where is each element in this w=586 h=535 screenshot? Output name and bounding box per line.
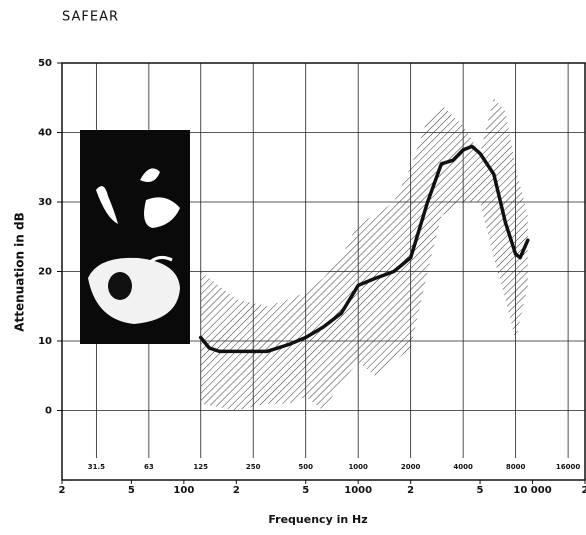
- y-tick-label: 30: [38, 197, 52, 208]
- octave-band-label: 4000: [453, 463, 473, 471]
- x-tick-label: 2: [59, 485, 66, 496]
- earplug-photo: [80, 130, 190, 344]
- octave-band-label: 125: [193, 463, 208, 471]
- y-tick-label: 40: [38, 128, 52, 139]
- y-tick-label: 10: [38, 336, 52, 347]
- plot-frame: [61, 62, 586, 481]
- octave-band-label: 1000: [348, 463, 368, 471]
- x-tick-label: 5: [477, 485, 484, 496]
- range-band: [200, 97, 528, 411]
- x-tick-label: 2: [233, 485, 240, 496]
- octave-band-label: 63: [144, 463, 154, 471]
- mean-line: [198, 144, 530, 354]
- octave-band-label: 31.5: [88, 463, 105, 471]
- octave-band-label: 500: [298, 463, 313, 471]
- x-tick-label: 5: [128, 485, 135, 496]
- x-tick-label: 10 000: [513, 485, 551, 496]
- y-axis-label: Attenuation in dB: [13, 212, 27, 331]
- octave-band-label: 16000: [556, 463, 580, 471]
- x-tick-label: 2: [582, 485, 586, 496]
- x-tick-label: 100: [173, 485, 194, 496]
- x-tick-label: 1000: [344, 485, 372, 496]
- octave-band-label: 250: [246, 463, 261, 471]
- y-tick-label: 0: [45, 406, 52, 417]
- octave-band-label: 2000: [401, 463, 421, 471]
- octave-band-label: 8000: [506, 463, 526, 471]
- x-axis-label: Frequency in Hz: [268, 513, 367, 526]
- x-tick-label: 2: [407, 485, 414, 496]
- marks: [198, 97, 530, 411]
- x-tick-label: 5: [302, 485, 309, 496]
- y-tick-label: 20: [38, 267, 52, 278]
- chart-title: SAFEAR: [62, 10, 119, 25]
- y-tick-label: 50: [38, 58, 52, 69]
